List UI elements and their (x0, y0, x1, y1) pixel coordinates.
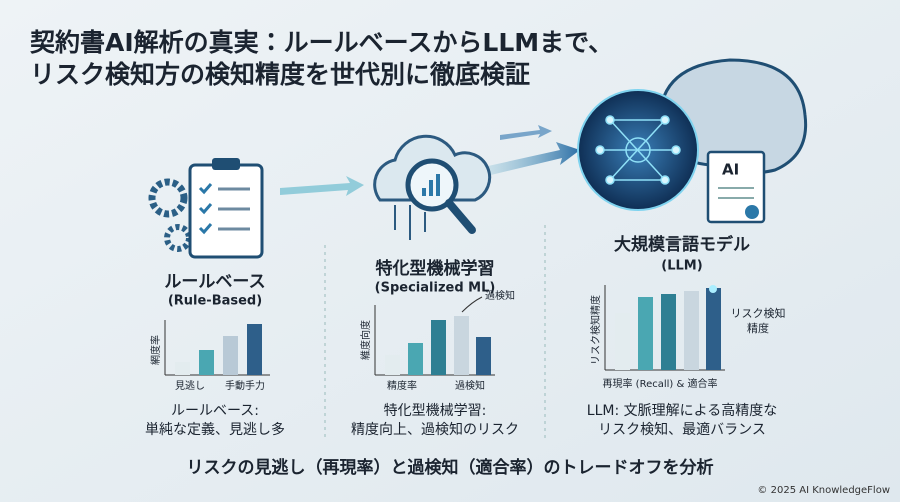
panel-subtitle: (LLM) (661, 259, 702, 274)
caption: ルールベース: (171, 403, 259, 419)
x-label: 見逃し (175, 379, 205, 392)
caption: 精度向上、過検知のリスク (351, 421, 519, 438)
annotation: 精度 (747, 322, 769, 335)
y-label: 網度率 (149, 335, 162, 365)
caption: LLM: 文脈理解による高精度な (587, 402, 777, 419)
x-label: 再現率 (Recall) & 適合率 (603, 377, 718, 390)
rule-icon (148, 158, 264, 259)
panel-subtitle: (Specialized ML) (375, 281, 496, 296)
flow-arrows (280, 125, 580, 196)
mini-chart (164, 320, 270, 376)
x-label: 手動手力 (225, 379, 265, 392)
title-line: リスク検知方の検知精度を世代別に徹底検証 (30, 60, 530, 89)
caption: 単純な定義、見逃し多 (145, 421, 285, 438)
y-label: 維度向度 (359, 320, 372, 360)
annotation: 過検知 (485, 289, 515, 302)
llm-icon: AI (577, 58, 808, 224)
copyright: © 2025 AI KnowledgeFlow (757, 485, 890, 496)
title-line: 契約書AI解析の真実：ルールベースからLLMまで、 (30, 28, 613, 57)
panel-title: 特化型機械学習 (376, 258, 495, 279)
x-label: 精度率 (387, 379, 417, 392)
ml-icon (373, 134, 492, 240)
x-label: 過検知 (455, 379, 485, 392)
y-label: リスク検知精度 (589, 295, 602, 365)
panel-title: 大規模言語モデル (614, 234, 750, 255)
annotation: リスク検知 (731, 306, 786, 320)
mini-chart (604, 285, 725, 371)
panel-title: ルールベース (164, 272, 265, 292)
panel-subtitle: (Rule-Based) (168, 294, 262, 309)
summary: リスクの見逃し（再現率）と過検知（適合率）のトレードオフを分析 (187, 457, 714, 478)
caption: リスク検知、最適バランス (598, 421, 766, 438)
doc-label: AI (722, 161, 739, 179)
caption: 特化型機械学習: (384, 403, 487, 419)
mini-chart (374, 296, 495, 376)
